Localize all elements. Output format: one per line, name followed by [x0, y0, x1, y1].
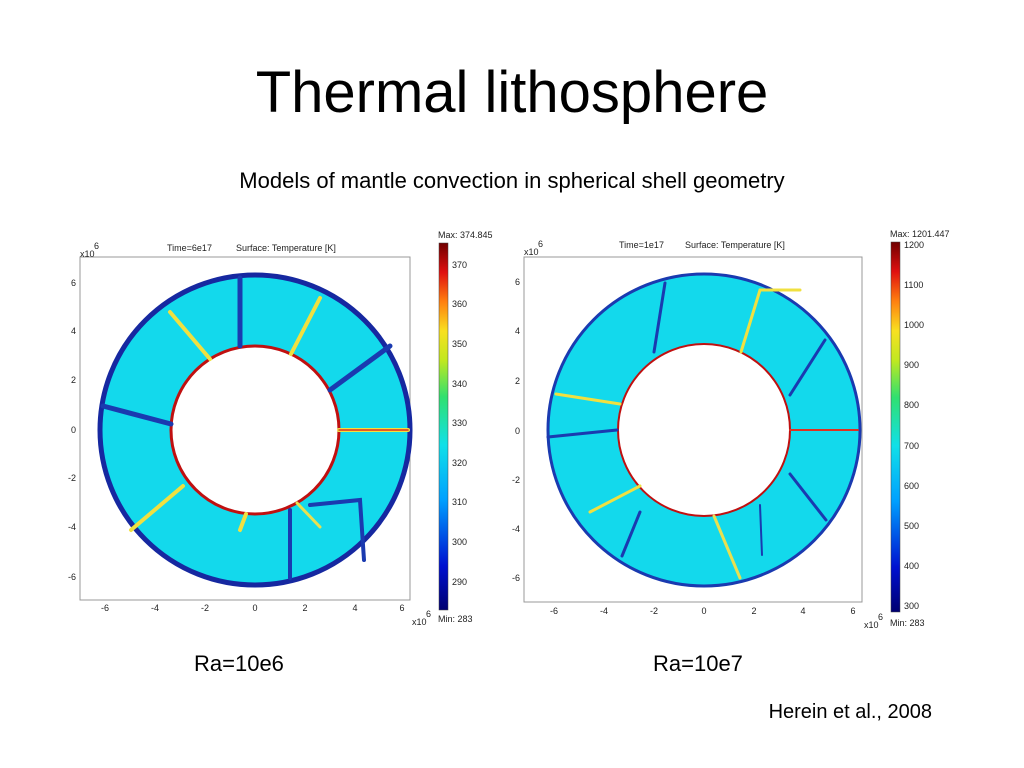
- surface-label: Surface: Temperature [K]: [236, 243, 336, 253]
- y-tick: -4: [512, 524, 520, 534]
- colorbar: [890, 241, 901, 613]
- colorbar-ticks: 370 360 350 340 330 320 310 300 290: [452, 260, 467, 587]
- shell-inner-boundary: [169, 344, 341, 516]
- x-tick: 2: [302, 603, 307, 613]
- cbar-tick: 500: [904, 521, 919, 531]
- y-tick: 6: [71, 278, 76, 288]
- y-tick: 0: [71, 425, 76, 435]
- convection-plumes: [546, 281, 859, 580]
- y-tick: 2: [71, 375, 76, 385]
- x-tick: -6: [550, 606, 558, 616]
- axis-exponent-power-y: 6: [538, 239, 543, 249]
- y-tick: 4: [71, 326, 76, 336]
- cbar-tick: 290: [452, 577, 467, 587]
- y-tick: 6: [515, 277, 520, 287]
- cbar-tick: 900: [904, 360, 919, 370]
- axis-exponent-power-x: 6: [878, 612, 883, 622]
- cbar-tick: 310: [452, 497, 467, 507]
- panel-2: Time=1e17 Surface: Temperature [K] x10 6…: [512, 229, 950, 630]
- axis-exponent-power-y: 6: [94, 241, 99, 251]
- x-tick: -4: [600, 606, 608, 616]
- cbar-tick: 1100: [904, 280, 923, 290]
- axis-ticks: -6 -4 -2 0 2 4 6 -6 -4 -2 0 2 4 6: [512, 277, 856, 616]
- x-tick: 2: [751, 606, 756, 616]
- axis-exponent-y: x10: [524, 247, 539, 257]
- x-tick: -2: [201, 603, 209, 613]
- axis-exponent-x: x10: [864, 620, 879, 630]
- y-tick: -6: [512, 573, 520, 583]
- cbar-tick: 300: [904, 601, 919, 611]
- y-tick: -2: [68, 473, 76, 483]
- y-tick: -4: [68, 522, 76, 532]
- y-tick: 2: [515, 376, 520, 386]
- cbar-tick: 340: [452, 379, 467, 389]
- cbar-tick: 370: [452, 260, 467, 270]
- y-tick: 0: [515, 426, 520, 436]
- colorbar-max: Max: 374.845: [438, 230, 493, 240]
- time-label: Time=6e17: [167, 243, 212, 253]
- cbar-tick: 1000: [904, 320, 924, 330]
- colorbar: [438, 242, 449, 611]
- slide-title: Thermal lithosphere: [255, 60, 769, 125]
- panel-2-caption: Ra=10e7: [653, 651, 743, 676]
- colorbar-max: Max: 1201.447: [890, 229, 950, 239]
- x-tick: 4: [352, 603, 357, 613]
- surface-label: Surface: Temperature [K]: [685, 240, 785, 250]
- cbar-tick: 320: [452, 458, 467, 468]
- cbar-tick: 400: [904, 561, 919, 571]
- cbar-tick: 360: [452, 299, 467, 309]
- slide-subtitle: Models of mantle convection in spherical…: [239, 168, 785, 193]
- axis-exponent-y: x10: [80, 249, 95, 259]
- time-label: Time=1e17: [619, 240, 664, 250]
- x-tick: 6: [850, 606, 855, 616]
- y-tick: -2: [512, 475, 520, 485]
- cbar-tick: 330: [452, 418, 467, 428]
- cbar-tick: 350: [452, 339, 467, 349]
- citation: Herein et al., 2008: [768, 701, 932, 723]
- x-tick: 0: [701, 606, 706, 616]
- axis-ticks: -6 -4 -2 0 2 4 6 -6 -4 -2 0 2 4 6: [68, 278, 405, 613]
- colorbar-min: Min: 283: [438, 614, 473, 624]
- colorbar-min: Min: 283: [890, 618, 925, 628]
- x-tick: -6: [101, 603, 109, 613]
- panel-1-caption: Ra=10e6: [194, 651, 284, 676]
- axis-exponent-x: x10: [412, 617, 427, 627]
- y-tick: 4: [515, 326, 520, 336]
- axis-exponent-power-x: 6: [426, 609, 431, 619]
- x-tick: -4: [151, 603, 159, 613]
- x-tick: 0: [252, 603, 257, 613]
- shell-inner-boundary: [617, 343, 791, 517]
- cbar-tick: 300: [452, 537, 467, 547]
- cbar-tick: 600: [904, 481, 919, 491]
- y-tick: -6: [68, 572, 76, 582]
- panel-1: Time=6e17 Surface: Temperature [K] x10 6…: [68, 230, 493, 627]
- x-tick: 4: [800, 606, 805, 616]
- cbar-tick: 700: [904, 441, 919, 451]
- cbar-tick: 800: [904, 400, 919, 410]
- cbar-tick: 1200: [904, 240, 924, 250]
- colorbar-ticks: 1200 1100 1000 900 800 700 600 500 400 3…: [904, 240, 924, 611]
- convection-plumes: [100, 275, 410, 580]
- x-tick: 6: [399, 603, 404, 613]
- x-tick: -2: [650, 606, 658, 616]
